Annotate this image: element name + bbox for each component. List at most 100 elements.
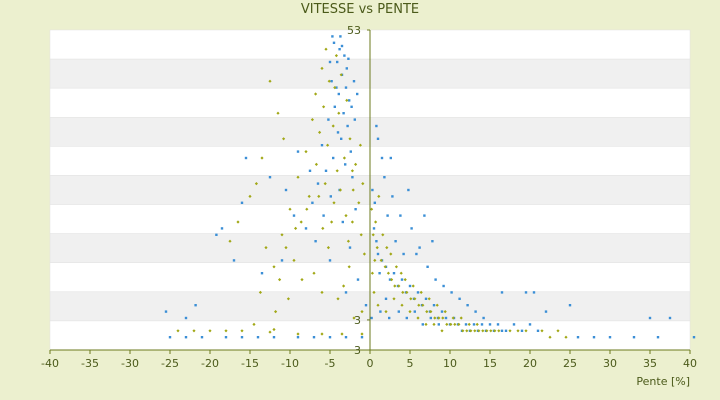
data-point — [372, 290, 376, 294]
data-point — [418, 246, 421, 249]
data-point — [384, 297, 388, 300]
data-point — [504, 329, 508, 332]
data-point — [310, 118, 314, 122]
x-tick-label: 25 — [563, 357, 577, 370]
data-point — [343, 54, 346, 57]
data-point — [341, 220, 344, 224]
data-point — [453, 322, 457, 326]
data-point — [374, 220, 378, 224]
data-point — [364, 304, 368, 307]
data-point — [294, 226, 298, 230]
data-point — [200, 336, 204, 339]
data-point — [497, 329, 501, 333]
data-point — [437, 323, 440, 326]
data-point — [568, 304, 572, 307]
data-point — [272, 265, 276, 269]
data-point — [240, 201, 244, 204]
data-point — [356, 278, 360, 281]
data-point — [482, 316, 485, 320]
data-point — [284, 188, 288, 192]
data-point — [264, 246, 268, 250]
data-point — [416, 291, 420, 294]
data-point — [386, 214, 389, 217]
data-point — [608, 336, 612, 339]
data-point — [248, 194, 252, 198]
data-point — [485, 329, 489, 333]
data-point — [284, 246, 288, 250]
data-point — [215, 233, 218, 236]
data-point — [350, 105, 353, 108]
data-point — [536, 329, 540, 332]
data-point — [361, 182, 365, 186]
data-points — [164, 35, 696, 339]
data-point — [390, 278, 394, 282]
data-point — [340, 332, 344, 336]
data-point — [331, 35, 334, 38]
x-tick-label: 20 — [523, 357, 537, 370]
data-point — [394, 265, 398, 269]
data-point — [348, 137, 352, 141]
data-point — [305, 207, 309, 211]
data-point — [429, 310, 433, 314]
data-point — [332, 201, 336, 205]
data-point — [397, 310, 400, 313]
data-point — [345, 67, 348, 70]
data-point — [296, 150, 300, 153]
data-point — [176, 329, 180, 333]
y-tick-label: 3 — [354, 344, 361, 357]
data-point — [377, 194, 381, 198]
x-tick-label: -10 — [281, 357, 299, 370]
data-point — [304, 150, 308, 154]
data-point — [323, 182, 327, 186]
data-point — [427, 297, 431, 301]
data-point — [405, 316, 408, 320]
data-point — [326, 246, 330, 250]
x-tick-label: 5 — [407, 357, 414, 370]
data-point — [324, 47, 328, 51]
data-point — [520, 329, 524, 332]
data-point — [349, 150, 352, 153]
data-point — [322, 105, 326, 109]
data-point — [373, 201, 376, 204]
data-point — [286, 297, 290, 301]
data-point — [443, 310, 447, 314]
data-point — [324, 169, 328, 172]
data-point — [346, 239, 350, 243]
data-point — [383, 176, 386, 179]
data-point — [224, 336, 228, 339]
data-point — [449, 322, 453, 326]
data-point — [354, 162, 358, 166]
data-point — [500, 329, 504, 332]
data-point — [351, 176, 354, 179]
data-point — [370, 207, 374, 211]
data-point — [371, 233, 375, 237]
data-point — [417, 303, 421, 307]
data-point — [429, 316, 432, 320]
data-point — [220, 227, 224, 230]
data-point — [340, 44, 344, 48]
data-point — [327, 79, 331, 83]
data-point — [296, 175, 300, 179]
data-point — [335, 86, 338, 89]
data-point — [426, 265, 429, 268]
data-point — [450, 291, 453, 294]
data-point — [328, 60, 332, 64]
data-point — [338, 188, 342, 192]
data-point — [184, 316, 188, 320]
data-point — [344, 214, 348, 218]
data-point — [344, 163, 347, 166]
data-point — [332, 41, 336, 44]
data-point — [402, 252, 405, 256]
data-point — [258, 290, 262, 294]
data-point — [399, 214, 402, 217]
data-point — [480, 323, 484, 326]
data-point — [276, 111, 280, 115]
data-point — [232, 259, 236, 262]
x-tick-label: 10 — [443, 357, 457, 370]
data-point — [320, 144, 324, 147]
data-point — [399, 271, 403, 275]
data-point — [556, 329, 560, 333]
data-point — [344, 336, 348, 339]
data-point — [336, 131, 340, 134]
data-point — [350, 220, 354, 224]
